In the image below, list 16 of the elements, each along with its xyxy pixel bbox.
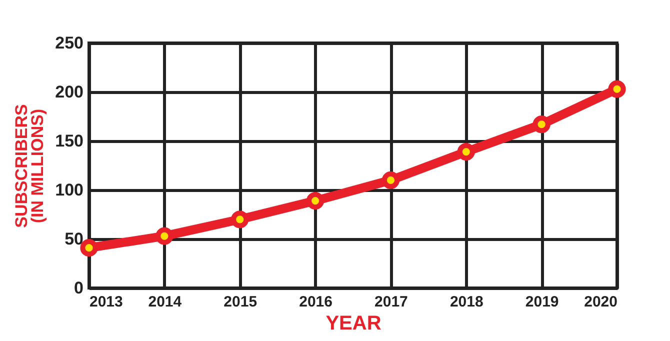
y-axis-title: SUBSCRIBERS (IN MILLIONS) — [12, 104, 48, 228]
y-tick-label: 50 — [64, 230, 84, 248]
x-tick-label: 2017 — [374, 294, 408, 310]
x-tick-label: 2016 — [299, 294, 332, 310]
y-tick-label: 150 — [55, 132, 84, 150]
x-tick-label: 2019 — [525, 294, 559, 310]
y-tick-label: 250 — [55, 34, 84, 52]
y-tick-label: 100 — [55, 180, 84, 200]
y-tick-label: 200 — [55, 82, 84, 102]
x-tick-label: 2014 — [148, 294, 182, 310]
y-tick-label: 0 — [74, 278, 84, 298]
x-tick-label: 2018 — [450, 294, 484, 310]
x-tick-label: 2015 — [224, 294, 258, 310]
x-tick-label: 2020 — [584, 294, 618, 310]
x-axis-title: YEAR — [326, 312, 382, 334]
x-tick-label: 2013 — [90, 294, 123, 310]
